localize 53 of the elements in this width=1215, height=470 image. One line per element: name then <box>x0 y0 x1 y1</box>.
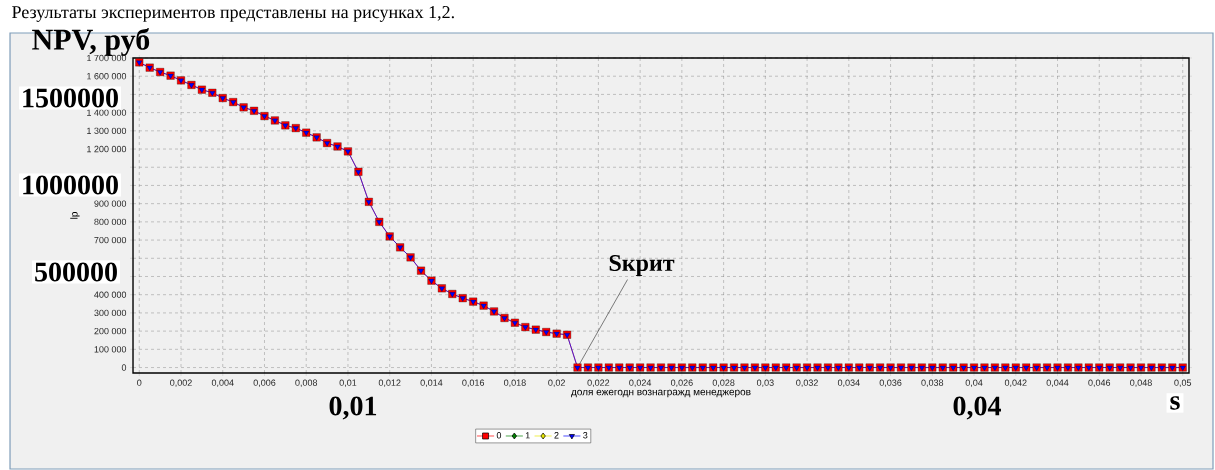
y-tick-label: 1 200 000 <box>87 145 127 153</box>
x-tick-label: 0,002 <box>170 379 192 387</box>
x-tick-label: 0,042 <box>1004 379 1027 387</box>
x-tick-label: 0,02 <box>548 379 565 387</box>
x-tick-label: 0,04 <box>965 379 983 387</box>
x-tick-label: 0,05 <box>1174 379 1192 387</box>
y-tick-label: 800 000 <box>94 218 127 226</box>
y-tick-label: 200 000 <box>94 327 127 335</box>
x-tick-label: 0,046 <box>1088 379 1111 387</box>
y-tick-label: 1 400 000 <box>87 109 127 116</box>
y-tick-label: 400 000 <box>94 291 127 298</box>
x-tick-label: 0,012 <box>378 379 401 387</box>
x-tick-label: 0,038 <box>921 379 944 387</box>
chart-title: NPV, руб <box>32 28 150 56</box>
legend-label: 2 <box>554 432 559 439</box>
y-tick-label: 0 <box>121 364 127 371</box>
text: 1000000 <box>23 175 118 195</box>
x-tick-label: 0,008 <box>295 379 318 387</box>
x-tick-label: 0,014 <box>420 379 443 387</box>
x-tick-label: 0,03 <box>756 379 774 387</box>
legend-label: 3 <box>583 432 588 439</box>
x-tick-label: 0 <box>137 379 142 386</box>
x-axis-title: доля ежегодн вознагражд менеджеров <box>571 389 751 398</box>
x-tick-label: 0,034 <box>837 379 860 387</box>
x-tick-label: 0,022 <box>587 379 610 387</box>
x-tick-label: 0,044 <box>1046 379 1069 387</box>
x-tick-label: 0,026 <box>670 379 693 387</box>
text: Результаты экспериментов представлены на рисунках 1,2. <box>12 6 454 22</box>
text: 0,01 <box>329 396 377 420</box>
text: s <box>1170 396 1180 410</box>
x-tick-label: 0,006 <box>253 379 276 387</box>
text: 1500000 <box>23 88 118 108</box>
x-tick-label: 0,016 <box>462 379 485 387</box>
y-tick-label: 700 000 <box>94 236 127 244</box>
x-tick-label: 0,01 <box>339 379 357 387</box>
legend-label: 0 <box>496 432 502 439</box>
y-tick-label: 100 000 <box>94 346 127 353</box>
x-tick-label: 0,032 <box>796 379 818 387</box>
x-tick-label: 0,028 <box>712 379 735 387</box>
text: 500000 <box>35 262 117 282</box>
x-tick-label: 0,036 <box>879 379 902 387</box>
x-tick-label: 0,048 <box>1130 379 1152 387</box>
x-tick-label: 0,018 <box>504 379 526 387</box>
text: 0,04 <box>953 396 1001 420</box>
y-tick-label: 1 300 000 <box>87 127 127 135</box>
y-tick-label: 300 000 <box>94 309 127 317</box>
y-tick-label: 900 000 <box>94 200 127 207</box>
x-tick-label: 0,024 <box>629 379 652 387</box>
y-tick-label: 1 600 000 <box>87 73 127 80</box>
legend-label: 1 <box>525 432 530 439</box>
annotation: Sкрит <box>609 254 675 276</box>
y-axis-title: lp <box>70 212 80 219</box>
x-tick-label: 0,004 <box>211 379 234 387</box>
